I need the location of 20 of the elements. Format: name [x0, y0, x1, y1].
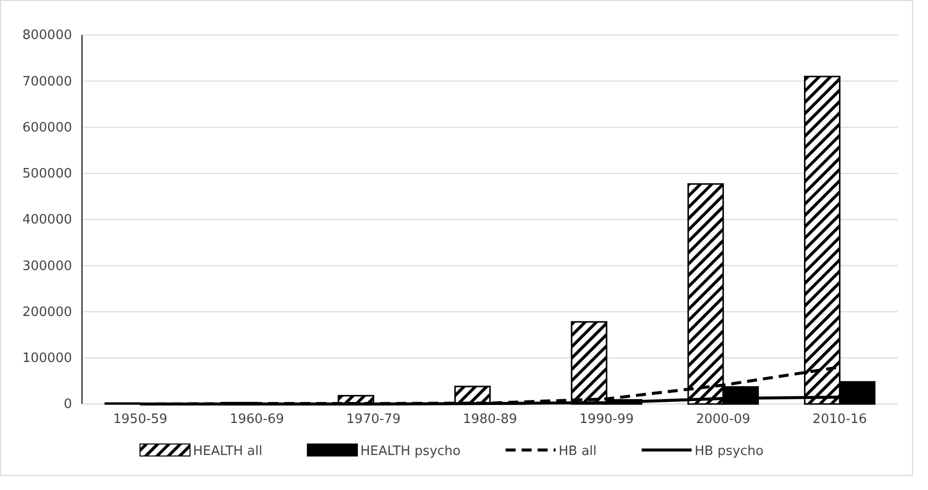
legend-label: HB psycho: [694, 444, 764, 459]
y-tick-label: 200000: [22, 304, 72, 320]
x-tick-label: 1980-89: [462, 412, 518, 428]
y-tick-label: 800000: [22, 28, 72, 44]
x-tick-label: 2000-09: [696, 412, 750, 428]
legend-label: HEALTH psycho: [360, 444, 461, 459]
x-tick-label: 2010-16: [812, 412, 867, 428]
legend-label: HEALTH all: [193, 444, 262, 459]
y-tick-label: 100000: [22, 351, 72, 366]
x-tick-label: 1960-69: [230, 412, 284, 428]
x-tick-label: 1990-99: [579, 412, 634, 428]
y-tick-label: 600000: [22, 120, 72, 136]
y-tick-label: 500000: [22, 166, 72, 182]
legend-label: HB all: [558, 444, 597, 459]
y-tick-label: 400000: [22, 212, 72, 228]
y-tick-label: 300000: [22, 258, 72, 274]
y-tick-label: 700000: [22, 74, 72, 90]
y-tick-label: 0: [64, 397, 72, 412]
x-tick-label: 1950-59: [113, 412, 168, 428]
x-tick-label: 1970-79: [346, 412, 401, 428]
